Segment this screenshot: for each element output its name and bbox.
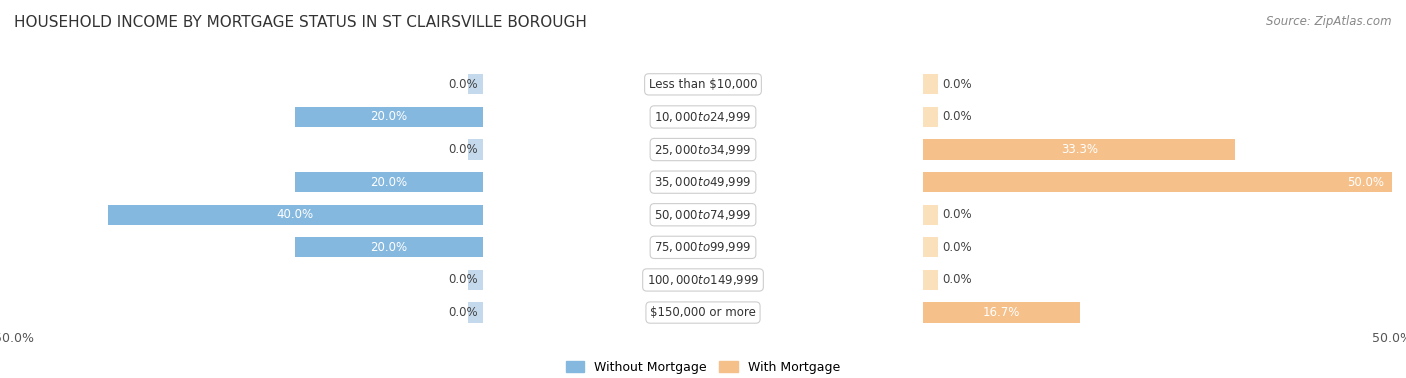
Bar — [0, 101, 482, 133]
Bar — [468, 302, 482, 323]
Bar — [924, 270, 938, 290]
Text: 20.0%: 20.0% — [370, 241, 408, 254]
Text: 0.0%: 0.0% — [942, 241, 972, 254]
Text: 40.0%: 40.0% — [277, 208, 314, 221]
Text: 50.0%: 50.0% — [1347, 176, 1385, 189]
Text: $150,000 or more: $150,000 or more — [650, 306, 756, 319]
Text: HOUSEHOLD INCOME BY MORTGAGE STATUS IN ST CLAIRSVILLE BOROUGH: HOUSEHOLD INCOME BY MORTGAGE STATUS IN S… — [14, 15, 586, 30]
Bar — [0, 133, 924, 166]
Bar — [924, 139, 1236, 160]
Bar — [482, 133, 1406, 166]
Text: $100,000 to $149,999: $100,000 to $149,999 — [647, 273, 759, 287]
Bar — [108, 204, 482, 225]
Text: $75,000 to $99,999: $75,000 to $99,999 — [654, 240, 752, 254]
Text: 0.0%: 0.0% — [449, 306, 478, 319]
Bar — [468, 74, 482, 94]
Bar — [0, 231, 924, 264]
Text: 0.0%: 0.0% — [942, 208, 972, 221]
Bar — [0, 68, 924, 101]
Text: $35,000 to $49,999: $35,000 to $49,999 — [654, 175, 752, 189]
Bar — [482, 166, 1406, 198]
Text: 20.0%: 20.0% — [370, 176, 408, 189]
Text: 0.0%: 0.0% — [942, 273, 972, 287]
Bar — [482, 264, 1406, 296]
Bar — [0, 198, 924, 231]
Bar — [468, 139, 482, 160]
Bar — [924, 74, 938, 94]
Bar — [0, 264, 924, 296]
Text: Source: ZipAtlas.com: Source: ZipAtlas.com — [1267, 15, 1392, 28]
Bar — [0, 166, 482, 198]
Bar — [482, 198, 1406, 231]
Bar — [482, 68, 1406, 101]
Bar — [0, 101, 924, 133]
Bar — [924, 302, 1080, 323]
Bar — [0, 296, 924, 329]
Text: 16.7%: 16.7% — [983, 306, 1021, 319]
Text: 0.0%: 0.0% — [942, 110, 972, 124]
Text: Less than $10,000: Less than $10,000 — [648, 78, 758, 91]
Bar — [924, 204, 938, 225]
Bar — [482, 231, 1406, 264]
Bar — [0, 296, 482, 329]
Bar — [295, 172, 482, 192]
Bar — [0, 198, 482, 231]
Bar — [924, 107, 938, 127]
Text: $25,000 to $34,999: $25,000 to $34,999 — [654, 143, 752, 156]
Bar — [482, 101, 1406, 133]
Text: $10,000 to $24,999: $10,000 to $24,999 — [654, 110, 752, 124]
Bar — [0, 231, 482, 264]
Text: 33.3%: 33.3% — [1062, 143, 1098, 156]
Text: 0.0%: 0.0% — [449, 273, 478, 287]
Bar — [295, 237, 482, 257]
Text: $50,000 to $74,999: $50,000 to $74,999 — [654, 208, 752, 222]
Bar — [924, 237, 938, 257]
Bar — [0, 166, 924, 198]
Bar — [468, 270, 482, 290]
Text: 20.0%: 20.0% — [370, 110, 408, 124]
Text: 0.0%: 0.0% — [449, 78, 478, 91]
Bar — [924, 172, 1392, 192]
Bar — [295, 107, 482, 127]
Bar — [0, 68, 482, 101]
Legend: Without Mortgage, With Mortgage: Without Mortgage, With Mortgage — [561, 356, 845, 378]
Bar — [482, 296, 1406, 329]
Text: 0.0%: 0.0% — [449, 143, 478, 156]
Text: 0.0%: 0.0% — [942, 78, 972, 91]
Bar — [0, 264, 482, 296]
Bar — [0, 133, 482, 166]
